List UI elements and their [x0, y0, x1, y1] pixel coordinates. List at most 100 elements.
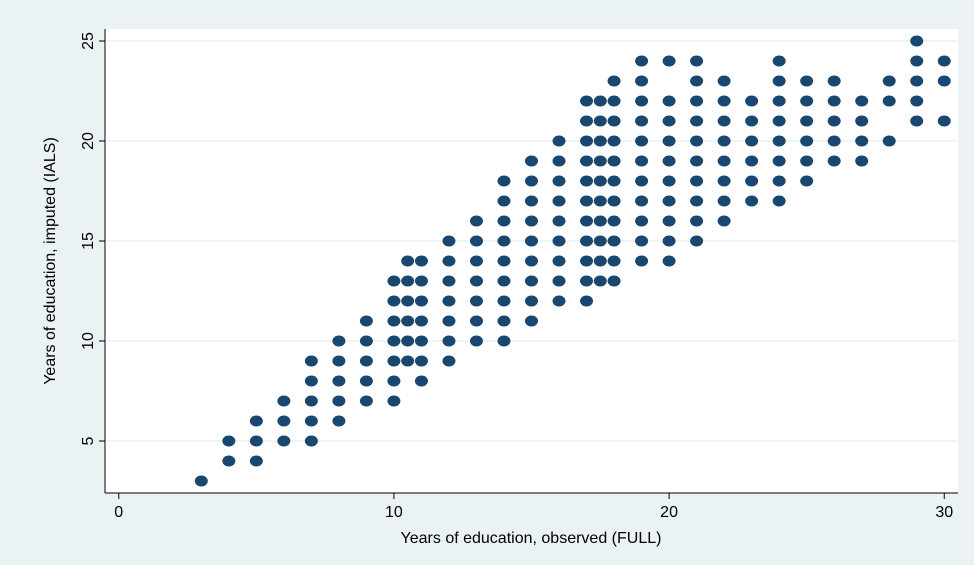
- data-point: [497, 255, 511, 267]
- data-point: [772, 55, 786, 67]
- data-point: [332, 355, 346, 367]
- data-point: [525, 195, 538, 207]
- data-point: [607, 235, 621, 247]
- data-point: [690, 155, 704, 167]
- data-point: [304, 375, 318, 387]
- data-point: [387, 395, 401, 407]
- data-point: [580, 115, 594, 127]
- data-point: [580, 135, 594, 147]
- data-point: [662, 175, 676, 187]
- data-point: [827, 115, 841, 127]
- data-point: [249, 415, 263, 427]
- data-point: [401, 255, 415, 267]
- data-point: [662, 215, 676, 227]
- data-point: [635, 215, 649, 227]
- data-point: [401, 275, 415, 287]
- data-point: [442, 295, 456, 307]
- data-point: [442, 315, 456, 327]
- data-point: [497, 215, 511, 227]
- data-point: [525, 155, 538, 167]
- data-point: [414, 315, 428, 327]
- data-point: [745, 135, 759, 147]
- data-point: [249, 455, 263, 467]
- data-point: [277, 415, 291, 427]
- data-point: [552, 155, 566, 167]
- data-point: [580, 255, 594, 267]
- data-point: [194, 475, 208, 487]
- data-point: [772, 115, 786, 127]
- data-point: [552, 175, 566, 187]
- data-point: [772, 75, 786, 87]
- data-point: [332, 335, 346, 347]
- data-point: [745, 95, 759, 107]
- data-point: [414, 355, 428, 367]
- data-point: [497, 295, 511, 307]
- data-point: [580, 295, 594, 307]
- data-point: [387, 375, 401, 387]
- data-point: [635, 195, 649, 207]
- data-point: [607, 275, 621, 287]
- data-point: [497, 275, 511, 287]
- data-point: [332, 415, 346, 427]
- data-point: [690, 195, 704, 207]
- data-point: [387, 315, 401, 327]
- data-point: [882, 135, 896, 147]
- data-point: [827, 135, 841, 147]
- data-point: [910, 75, 924, 87]
- data-point: [359, 315, 373, 327]
- data-point: [525, 275, 538, 287]
- data-point: [690, 175, 704, 187]
- x-axis-label: Years of education, observed (FULL): [401, 530, 662, 547]
- data-point: [662, 155, 676, 167]
- data-point: [745, 195, 759, 207]
- data-point: [414, 375, 428, 387]
- data-point: [525, 295, 538, 307]
- data-point: [469, 235, 483, 247]
- data-point: [593, 135, 607, 147]
- data-point: [414, 295, 428, 307]
- x-tick-label: 0: [114, 504, 123, 521]
- data-point: [304, 415, 318, 427]
- data-point: [552, 135, 566, 147]
- data-point: [552, 255, 566, 267]
- y-tick-label: 15: [80, 232, 97, 250]
- data-point: [593, 215, 607, 227]
- data-point: [607, 155, 621, 167]
- data-point: [222, 435, 236, 447]
- data-point: [497, 235, 511, 247]
- data-point: [690, 215, 704, 227]
- data-point: [745, 175, 759, 187]
- x-tick-label: 20: [660, 504, 678, 521]
- data-point: [607, 175, 621, 187]
- data-point: [662, 235, 676, 247]
- y-tick-label: 5: [80, 436, 97, 445]
- data-point: [525, 315, 538, 327]
- data-point: [401, 295, 415, 307]
- data-point: [800, 115, 814, 127]
- data-point: [855, 135, 869, 147]
- data-point: [580, 95, 594, 107]
- data-point: [442, 235, 456, 247]
- data-point: [593, 195, 607, 207]
- data-point: [607, 115, 621, 127]
- data-point: [387, 335, 401, 347]
- data-point: [332, 375, 346, 387]
- data-point: [332, 395, 346, 407]
- data-point: [442, 275, 456, 287]
- data-point: [607, 195, 621, 207]
- data-point: [497, 175, 511, 187]
- data-point: [717, 155, 731, 167]
- data-point: [717, 135, 731, 147]
- data-point: [552, 295, 566, 307]
- data-point: [607, 95, 621, 107]
- data-point: [442, 255, 456, 267]
- data-point: [662, 55, 676, 67]
- data-point: [745, 155, 759, 167]
- x-tick-label: 30: [935, 504, 953, 521]
- data-point: [277, 435, 291, 447]
- data-point: [580, 275, 594, 287]
- data-point: [580, 235, 594, 247]
- data-point: [497, 315, 511, 327]
- data-point: [717, 115, 731, 127]
- data-point: [882, 95, 896, 107]
